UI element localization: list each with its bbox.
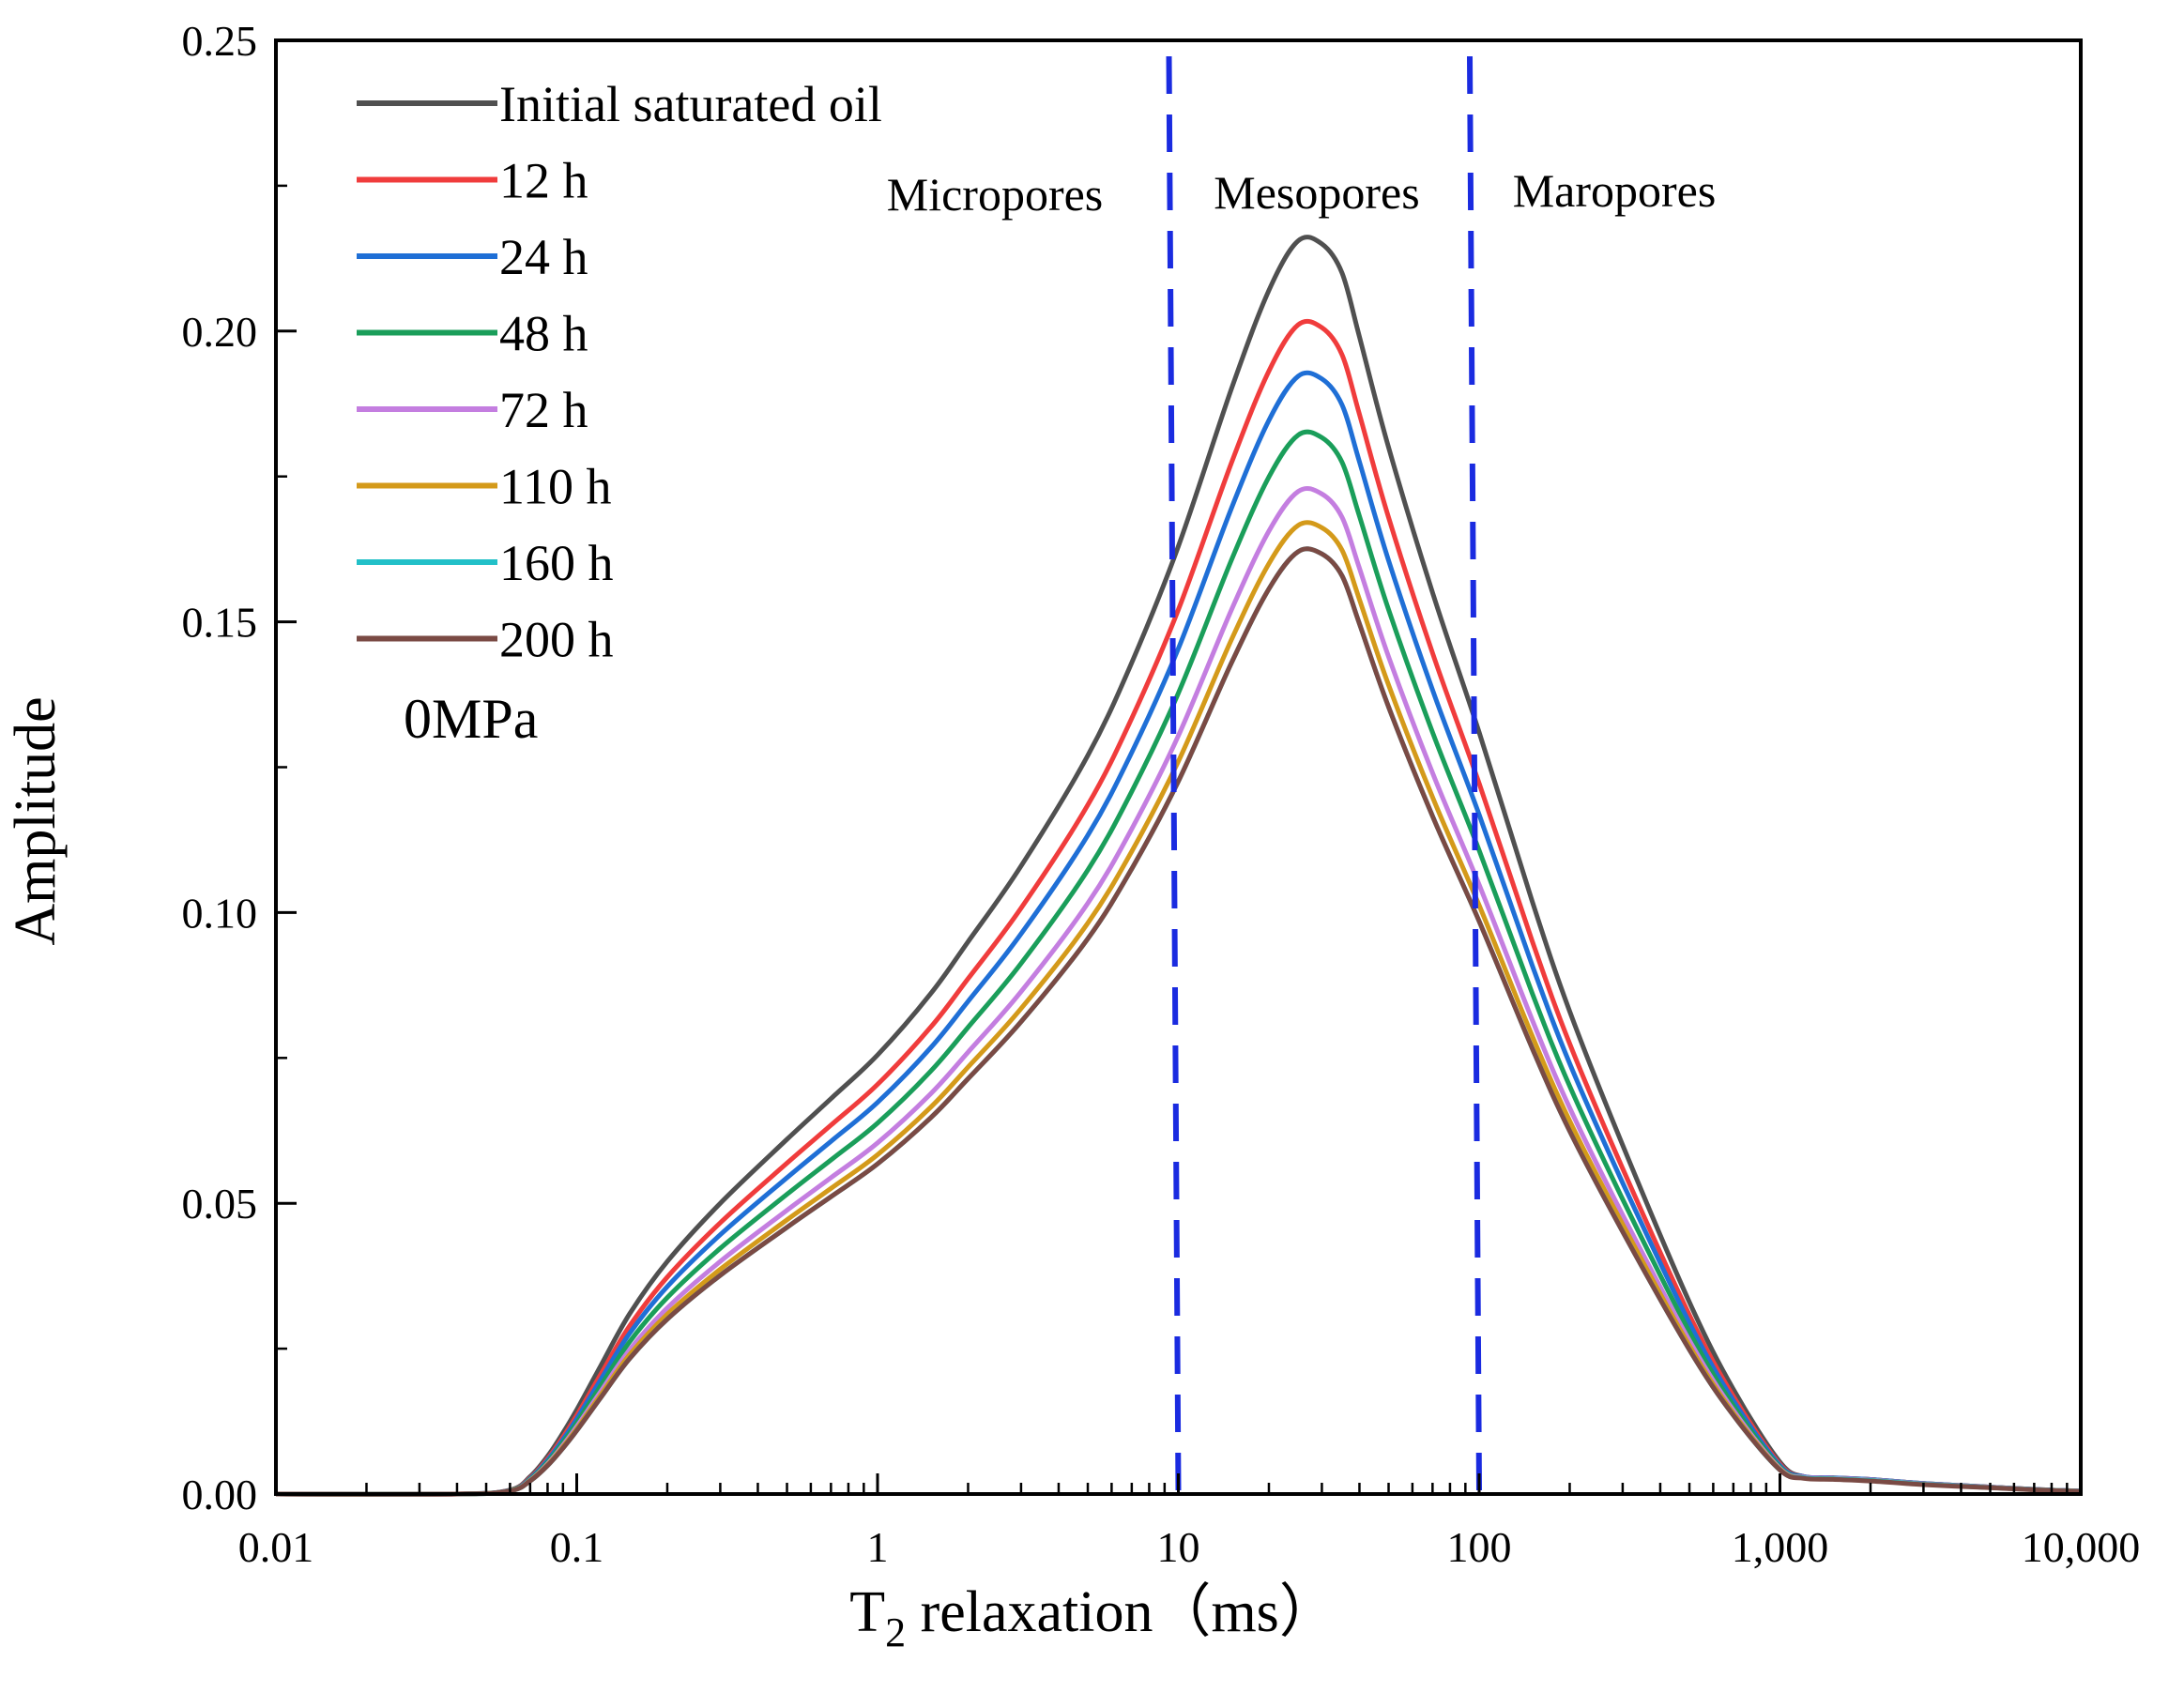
y-tick-label: 0.00 (182, 1471, 258, 1518)
region-label-maropores: Maropores (1513, 164, 1717, 217)
legend-label: 160 h (499, 535, 614, 591)
x-axis-title: T2 relaxation（ms） (849, 1580, 1337, 1655)
divider-line-0 (1166, 55, 1182, 1492)
y-tick-label: 0.10 (182, 889, 258, 937)
legend-label: 12 h (499, 153, 588, 209)
legend-label: 200 h (499, 612, 614, 668)
y-tick-label: 0.15 (182, 599, 258, 647)
region-label-mesopores: Mesopores (1214, 166, 1419, 219)
legend-label: 72 h (499, 382, 588, 438)
x-tick-label: 0.1 (550, 1523, 604, 1571)
x-axis-title-subscript: 2 (885, 1609, 906, 1655)
x-tick-label: 1,000 (1732, 1523, 1829, 1571)
axis-tick-labels: 0.01 0.1 1 10 100 1,000 10,000 0.00 0.05 0.10 0.15… (182, 17, 2141, 1571)
legend-label: 110 h (499, 459, 612, 515)
x-tick-label: 1 (867, 1523, 889, 1571)
series-curves (275, 235, 2082, 1497)
y-tick-label: 0.25 (182, 17, 258, 65)
pore-region-dividers (1166, 55, 1482, 1492)
axis-ticks (274, 38, 2083, 1496)
legend: Initial saturated oil 12 h 24 h 48 h 72 h 110… (357, 76, 882, 668)
legend-label: Initial saturated oil (499, 76, 882, 132)
y-axis-title: Amplitude (4, 696, 68, 945)
series-line-2 (275, 370, 2082, 1497)
x-axis-title-rest: relaxation（ms） (906, 1580, 1337, 1644)
legend-label: 48 h (499, 306, 588, 362)
x-tick-label: 100 (1447, 1523, 1512, 1571)
y-tick-label: 0.20 (182, 308, 258, 356)
region-label-micropores: Micropores (887, 168, 1104, 221)
series-line-7 (275, 546, 2082, 1497)
legend-label: 24 h (499, 229, 588, 285)
x-tick-label: 10 (1157, 1523, 1200, 1571)
y-tick-label: 0.05 (182, 1180, 258, 1228)
pressure-annotation: 0MPa (404, 688, 538, 750)
x-axis-title-main: T (849, 1580, 885, 1644)
series-line-0 (275, 235, 2082, 1497)
divider-line-1 (1467, 55, 1482, 1492)
x-tick-label: 10,000 (2022, 1523, 2141, 1571)
x-tick-label: 0.01 (238, 1523, 314, 1571)
